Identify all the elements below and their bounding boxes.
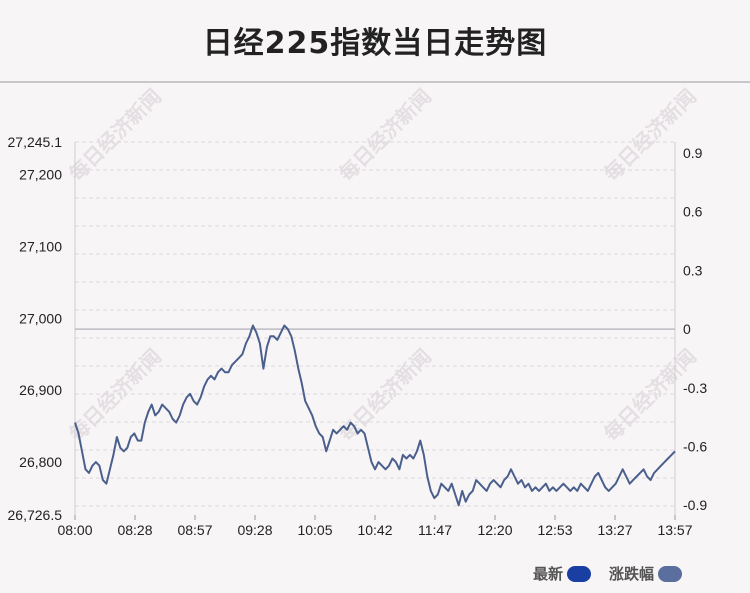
watermark-text: 每日经济新闻	[599, 84, 701, 186]
legend-latest-label: 最新	[533, 565, 564, 583]
y-left-tick-label: 26,800	[19, 454, 62, 470]
chart-title: 日经225指数当日走势图	[202, 26, 548, 61]
y-left-tick-label: 27,200	[19, 166, 62, 182]
y-left-tick-label: 26,726.5	[8, 507, 63, 523]
watermark-text: 每日经济新闻	[64, 84, 166, 186]
x-tick-label: 10:05	[297, 522, 332, 538]
x-tick-label: 13:57	[657, 522, 692, 538]
x-tick-label: 12:20	[477, 522, 512, 538]
legend-change[interactable]: 涨跌幅	[609, 563, 683, 584]
y-right-tick-label: 0.9	[683, 145, 703, 161]
grid-lines	[75, 141, 675, 507]
y-left-tick-label: 26,900	[19, 382, 62, 398]
y-right-tick-label: 0	[683, 321, 691, 337]
x-tick-label: 12:53	[537, 522, 572, 538]
y-right-tick-label: 0.6	[683, 204, 703, 220]
watermark-text: 每日经济新闻	[334, 344, 436, 446]
y-right-tick-label: -0.3	[683, 380, 707, 396]
x-tick-label: 09:28	[237, 522, 272, 538]
x-tick-label: 10:42	[357, 522, 392, 538]
y-left-tick-label: 27,000	[19, 310, 62, 326]
series-line	[74, 324, 676, 507]
x-tick-label: 08:00	[57, 522, 92, 538]
title-divider	[0, 81, 750, 83]
x-tick-label: 11:47	[418, 522, 452, 538]
legend-latest[interactable]: 最新	[533, 563, 592, 584]
legend-latest-swatch	[567, 565, 592, 582]
plot-area	[74, 324, 676, 507]
y-right-tick-label: 0.3	[683, 262, 703, 278]
legend-change-swatch	[658, 565, 683, 582]
axes: 26,726.5 26,800 26,900 27,000 27,100 27,200 27…	[8, 134, 708, 538]
x-tick-label: 08:57	[177, 522, 212, 538]
y-right-tick-label: -0.6	[683, 438, 707, 454]
y-left-tick-label: 27,100	[19, 238, 62, 254]
y-right-tick-label: -0.9	[683, 497, 707, 513]
watermark-text: 每日经济新闻	[64, 344, 166, 446]
y-left-tick-label: 27,245.1	[8, 134, 63, 150]
x-tick-label: 13:27	[597, 522, 632, 538]
x-tick-label: 08:28	[117, 522, 152, 538]
watermark-text: 每日经济新闻	[334, 84, 436, 186]
legend-change-label: 涨跌幅	[609, 565, 655, 583]
